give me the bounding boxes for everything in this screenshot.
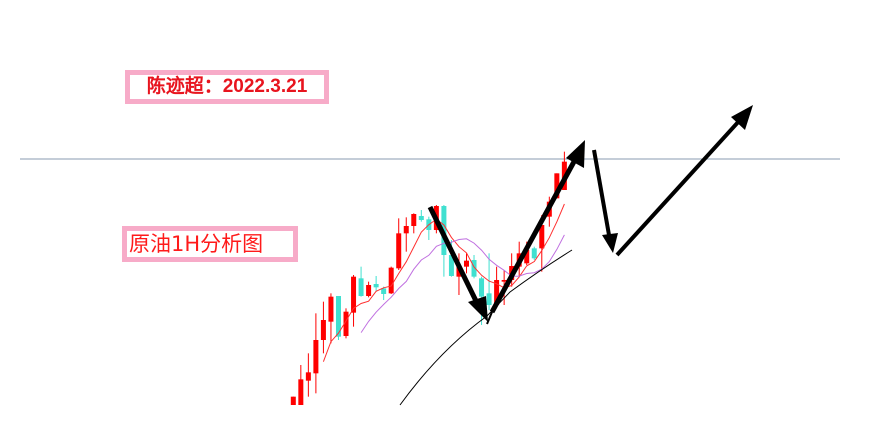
candle-up <box>313 340 319 374</box>
candle-up <box>411 214 417 226</box>
candle-up <box>524 250 530 264</box>
candle-down <box>358 278 364 296</box>
candle-down <box>448 255 454 276</box>
candle-up <box>290 396 296 405</box>
arrow-down-1 <box>427 205 488 322</box>
arrow-up-1 <box>489 140 585 314</box>
candle-down <box>418 216 424 220</box>
candle-up <box>320 320 326 340</box>
candle-up <box>305 372 311 381</box>
candle-up <box>463 260 469 267</box>
trend-curve <box>399 249 573 406</box>
candle-up <box>328 296 334 322</box>
candle-down <box>335 296 341 337</box>
candle-down <box>486 293 492 305</box>
candle-up <box>554 173 560 199</box>
ma-fast-line <box>322 203 565 362</box>
candle-down <box>471 260 477 277</box>
candle-up <box>351 276 357 313</box>
candle-up <box>388 267 394 294</box>
candle-down <box>381 288 387 294</box>
candle-down <box>373 284 379 288</box>
candle-up <box>366 285 372 296</box>
chart-caption-label: 原油1H分析图 <box>122 226 298 262</box>
candle-up <box>343 311 349 336</box>
candle-up <box>501 280 507 282</box>
candle-up <box>298 379 304 405</box>
arrow-down-2 <box>592 149 618 253</box>
ma-slow-line <box>360 234 565 333</box>
candles-group <box>290 151 567 405</box>
candle-up <box>494 280 500 305</box>
arrow-up-2 <box>615 105 753 257</box>
candle-up <box>396 233 402 269</box>
candle-down <box>531 248 537 259</box>
candle-up <box>539 225 545 249</box>
candle-up <box>403 226 409 234</box>
author-date-label: 陈迹超：2022.3.21 <box>125 70 329 104</box>
candle-down <box>479 278 485 297</box>
